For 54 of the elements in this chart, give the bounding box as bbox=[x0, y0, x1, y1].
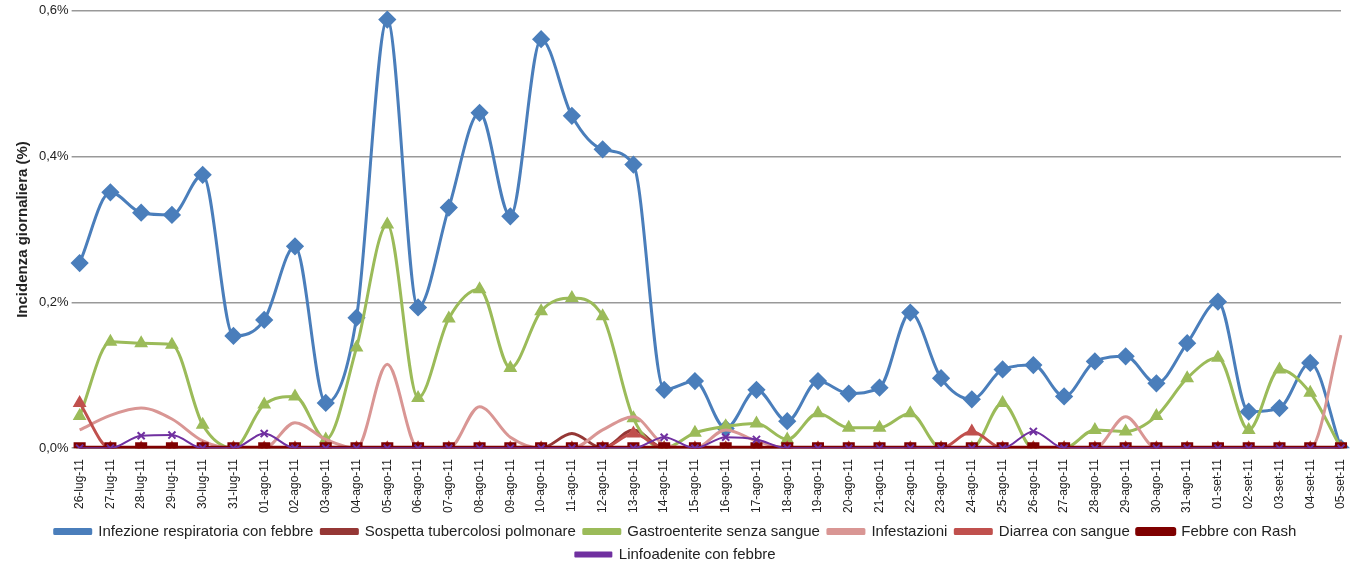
y-tick-label: 0,0% bbox=[38, 439, 70, 455]
x-tick-label: 24-ago-11 bbox=[964, 458, 979, 514]
x-tick-label: 03-set-11 bbox=[1271, 458, 1286, 509]
legend-label: Febbre con Rash bbox=[1181, 521, 1297, 539]
x-tick-label: 05-ago-11 bbox=[379, 458, 394, 514]
x-tick-label: 30-ago-11 bbox=[1148, 458, 1163, 514]
x-tick-label: 19-ago-11 bbox=[810, 458, 825, 514]
x-tick-label: 01-set-11 bbox=[1210, 458, 1225, 509]
x-tick-label: 13-ago-11 bbox=[625, 458, 640, 514]
x-tick-label: 29-lug-11 bbox=[164, 458, 179, 509]
x-tick-label: 30-lug-11 bbox=[195, 458, 209, 509]
x-tick-label: 06-ago-11 bbox=[410, 458, 425, 514]
x-tick-label: 11-ago-11 bbox=[564, 458, 579, 513]
x-tick-label: 26-ago-11 bbox=[1025, 458, 1040, 514]
x-tick-label: 02-set-11 bbox=[1241, 458, 1256, 509]
x-tick-label: 07-ago-11 bbox=[441, 458, 456, 514]
x-tick-label: 16-ago-11 bbox=[718, 458, 733, 514]
legend-label: Linfoadenite con febbre bbox=[618, 544, 776, 562]
x-tick-label: 15-ago-11 bbox=[687, 458, 702, 514]
legend-label: Sospetta tubercolosi polmonare bbox=[364, 521, 576, 539]
x-tick-label: 17-ago-11 bbox=[748, 458, 763, 514]
x-tick-label: 28-ago-11 bbox=[1087, 458, 1102, 514]
x-tick-label: 26-lug-11 bbox=[71, 458, 86, 509]
legend-label: Infestazioni bbox=[871, 521, 948, 539]
x-tick-label: 31-lug-11 bbox=[225, 458, 240, 509]
y-tick-label: 0,2% bbox=[38, 293, 70, 309]
x-tick-label: 21-ago-11 bbox=[871, 458, 886, 514]
x-tick-label: 27-ago-11 bbox=[1056, 458, 1071, 514]
x-tick-label: 09-ago-11 bbox=[502, 458, 517, 514]
x-tick-label: 27-lug-11 bbox=[102, 458, 117, 509]
x-tick-label: 04-ago-11 bbox=[348, 458, 363, 514]
legend-label: Gastroenterite senza sangue bbox=[627, 521, 820, 539]
y-tick-label: 0,6% bbox=[38, 2, 70, 18]
x-tick-label: 22-ago-11 bbox=[902, 458, 917, 514]
x-tick-label: 20-ago-11 bbox=[841, 458, 856, 514]
x-tick-label: 05-set-11 bbox=[1333, 458, 1348, 509]
legend-label: Infezione respiratoria con febbre bbox=[98, 521, 314, 539]
x-tick-label: 01-ago-11 bbox=[256, 458, 271, 514]
x-tick-label: 04-set-11 bbox=[1302, 458, 1317, 509]
x-tick-label: 29-ago-11 bbox=[1117, 458, 1132, 514]
x-tick-label: 18-ago-11 bbox=[779, 458, 794, 514]
y-tick-label: 0,4% bbox=[38, 148, 70, 164]
y-axis-title: Incidenza giornaliera (%) bbox=[13, 141, 31, 318]
x-tick-label: 25-ago-11 bbox=[994, 458, 1009, 514]
x-tick-label: 10-ago-11 bbox=[533, 458, 548, 514]
x-tick-label: 28-lug-11 bbox=[133, 458, 148, 509]
x-tick-label: 03-ago-11 bbox=[318, 458, 333, 514]
x-tick-label: 31-ago-11 bbox=[1179, 458, 1194, 514]
x-tick-label: 23-ago-11 bbox=[933, 458, 948, 514]
x-tick-label: 08-ago-11 bbox=[471, 458, 486, 514]
legend-label: Diarrea con sangue bbox=[998, 521, 1130, 539]
x-tick-label: 14-ago-11 bbox=[656, 458, 671, 514]
x-tick-label: 02-ago-11 bbox=[287, 458, 302, 514]
x-tick-label: 12-ago-11 bbox=[594, 458, 609, 514]
